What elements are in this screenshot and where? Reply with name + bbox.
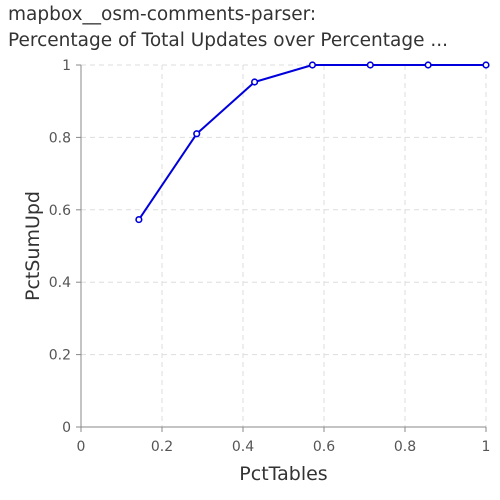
y-tick-label: 0.8	[49, 130, 71, 146]
data-point	[366, 61, 374, 69]
chart-title-line-2: Percentage of Total Updates over Percent…	[8, 30, 448, 51]
series-group	[135, 61, 490, 224]
data-point	[193, 130, 201, 138]
axes	[80, 65, 486, 428]
x-tick-label: 0.6	[313, 439, 335, 455]
y-tick-label: 1	[62, 58, 71, 74]
y-tick-label: 0.2	[49, 348, 71, 364]
x-tick-label: 0.2	[151, 439, 173, 455]
data-point	[250, 78, 259, 86]
x-axis-ticks: 0 0.2 0.4 0.6 0.8 1	[77, 427, 491, 455]
series-line	[138, 64, 486, 221]
y-tick-label: 0.4	[49, 275, 71, 291]
data-point	[482, 61, 490, 69]
x-tick-label: 0.8	[394, 439, 416, 455]
x-tick-label: 0	[77, 439, 86, 455]
x-tick-label: 1	[482, 439, 491, 455]
data-point	[308, 61, 317, 69]
data-point	[135, 215, 143, 224]
y-axis-label: PctSumUpd	[22, 191, 44, 301]
x-axis-label: PctTables	[239, 463, 327, 485]
y-axis-ticks: 0 0.2 0.4 0.6 0.8 1	[49, 58, 81, 436]
x-tick-label: 0.4	[232, 439, 254, 455]
y-tick-label: 0	[62, 420, 71, 436]
grid-lines	[80, 64, 487, 428]
data-point	[424, 61, 432, 69]
y-tick-label: 0.6	[49, 203, 71, 219]
chart-title-line-1: mapbox__osm-comments-parser:	[8, 4, 317, 25]
